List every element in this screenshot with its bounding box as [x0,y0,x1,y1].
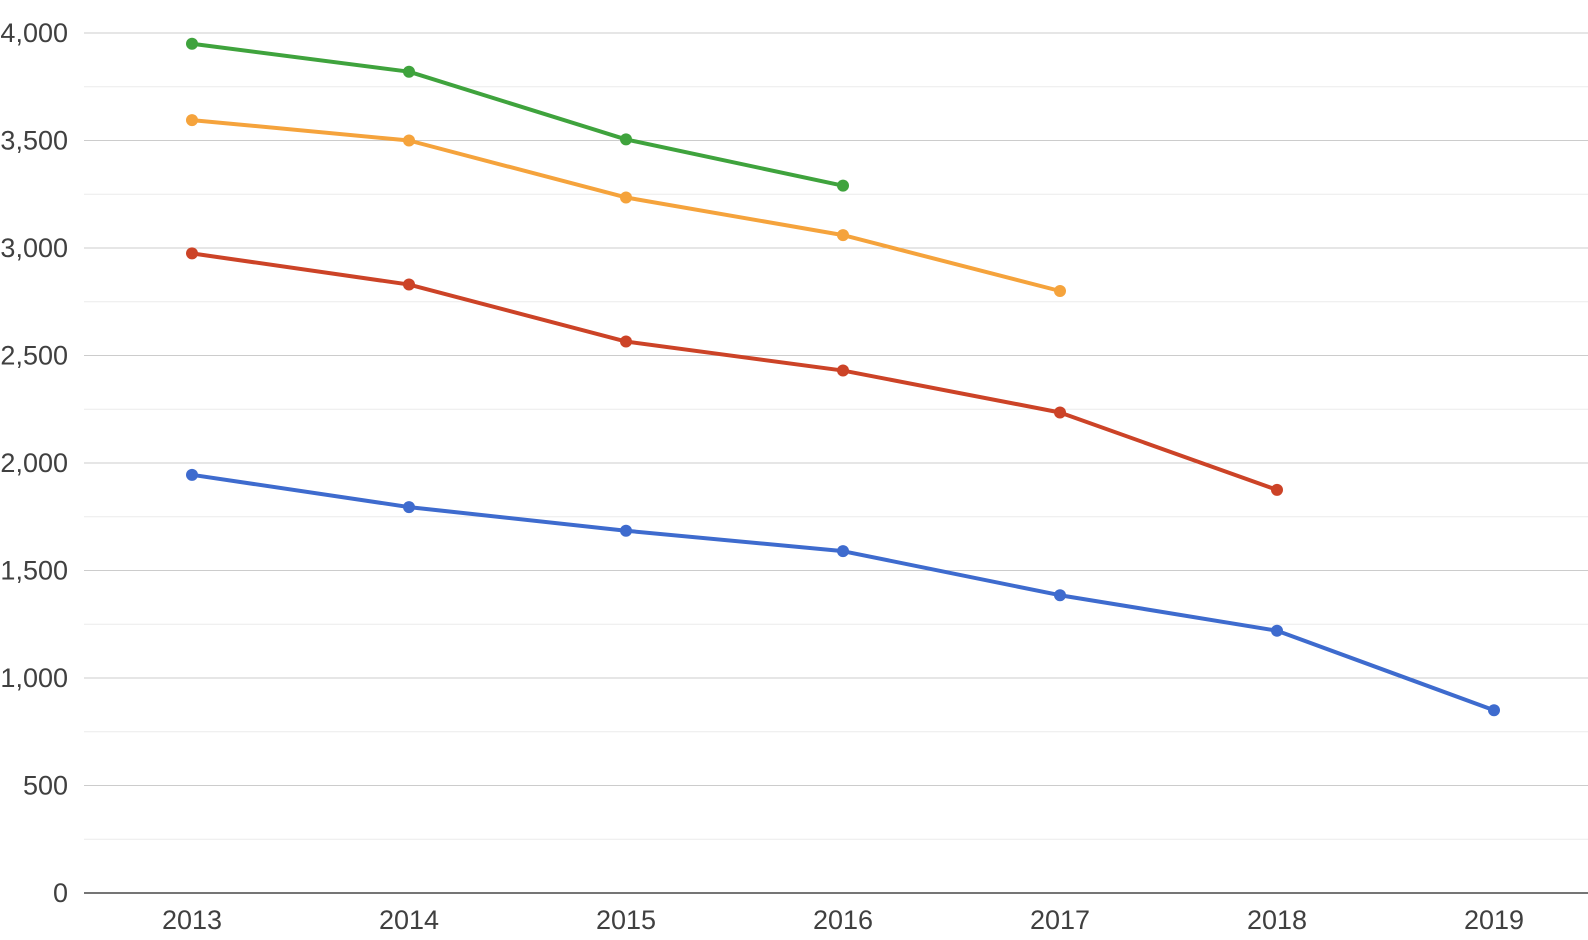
data-point-green-series-2014[interactable] [403,65,415,78]
data-point-red-series-2018[interactable] [1271,483,1283,496]
major-gridlines [84,32,1588,786]
y-tick-label-500: 500 [23,771,68,801]
data-point-blue-series-2019[interactable] [1488,704,1500,717]
x-tick-label-2017: 2017 [1030,905,1090,935]
data-point-blue-series-2015[interactable] [620,524,632,537]
data-point-blue-series-2018[interactable] [1271,624,1283,637]
data-point-orange-series-2014[interactable] [403,134,415,147]
data-point-red-series-2013[interactable] [186,247,198,260]
x-tick-label-2014: 2014 [379,905,439,935]
y-tick-label-3500: 3,500 [0,126,68,156]
x-axis-tick-labels: 2013 2014 2015 2016 2017 2018 2019 [162,905,1524,935]
series-line-green-series [190,41,845,188]
data-point-green-series-2015[interactable] [620,133,632,146]
data-point-blue-series-2014[interactable] [403,501,415,514]
data-series [186,37,1500,717]
y-tick-label-2000: 2,000 [0,448,68,478]
x-tick-label-2019: 2019 [1464,905,1524,935]
data-point-green-series-2013[interactable] [186,37,198,50]
data-point-red-series-2016[interactable] [837,364,849,377]
series-line-red-series [190,251,1279,492]
minor-gridlines [84,86,1588,840]
data-point-orange-series-2017[interactable] [1054,285,1066,297]
data-point-orange-series-2013[interactable] [186,114,198,127]
y-tick-label-3000: 3,000 [0,233,68,263]
data-point-orange-series-2015[interactable] [620,191,632,204]
data-point-red-series-2017[interactable] [1054,406,1066,419]
y-tick-label-1000: 1,000 [0,663,68,693]
data-point-red-series-2014[interactable] [403,278,415,291]
series-line-orange-series [190,118,1062,293]
y-tick-label-4000: 4,000 [0,18,68,48]
data-point-blue-series-2017[interactable] [1054,589,1066,602]
data-point-blue-series-2013[interactable] [186,468,198,481]
y-tick-label-1500: 1,500 [0,556,68,586]
x-tick-label-2018: 2018 [1247,905,1307,935]
x-tick-label-2016: 2016 [813,905,873,935]
x-tick-label-2015: 2015 [596,905,656,935]
data-point-blue-series-2016[interactable] [837,545,849,558]
y-axis-tick-labels: 0 500 1,000 1,500 2,000 2,500 3,000 3,500 4,000 [0,18,68,908]
series-line-blue-series [190,472,1496,713]
data-point-orange-series-2016[interactable] [837,229,849,242]
y-tick-label-0: 0 [53,878,68,908]
x-tick-label-2013: 2013 [162,905,222,935]
data-point-green-series-2016[interactable] [837,179,849,192]
data-point-red-series-2015[interactable] [620,335,632,348]
y-tick-label-2500: 2,500 [0,341,68,371]
